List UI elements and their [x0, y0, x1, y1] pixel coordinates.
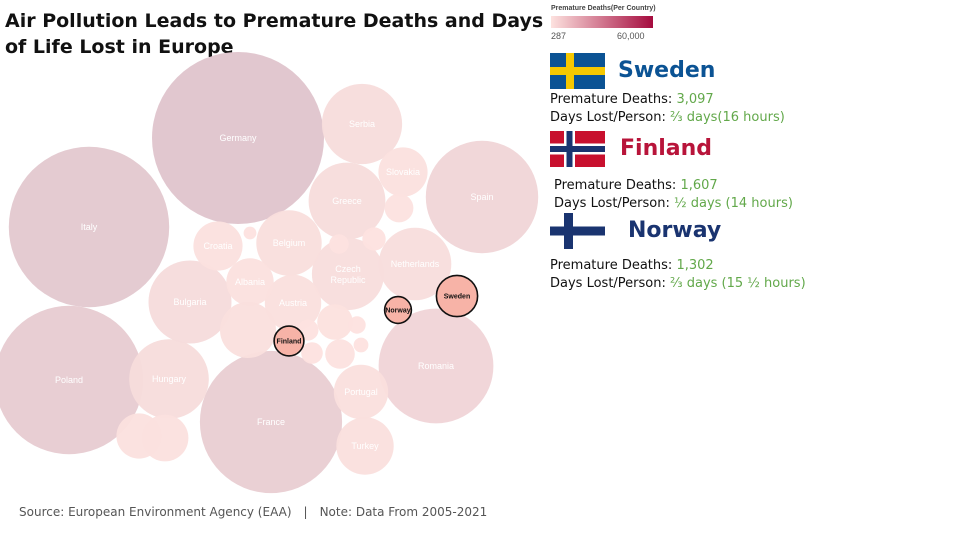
bubble-sweden[interactable]	[435, 274, 479, 318]
country-name-norway: Norway	[628, 218, 722, 243]
stat-deaths-norway: Premature Deaths: 1,302	[550, 258, 714, 273]
bubble-label-finland: Finland	[277, 338, 302, 345]
bubble-unlabeled-22[interactable]	[220, 302, 276, 358]
source-note: Source: European Environment Agency (EAA…	[19, 505, 292, 519]
highlight-panel-norway: Norway Premature Deaths: 1,302 Days Lost…	[550, 213, 950, 293]
highlight-panel-sweden: Sweden Premature Deaths: 3,097 Days Lost…	[550, 53, 950, 127]
bubble-greece[interactable]	[308, 162, 386, 240]
bubble-poland[interactable]	[0, 305, 144, 455]
bubble-label-bulgaria: Bulgaria	[173, 297, 206, 307]
bubble-unlabeled-24[interactable]	[116, 413, 162, 459]
finland-flag	[550, 213, 605, 249]
stat-deaths-sweden: Premature Deaths: 3,097	[550, 92, 714, 107]
bubble-unlabeled-26[interactable]	[325, 339, 355, 369]
bubble-unlabeled-27[interactable]	[384, 193, 414, 223]
stat-days-sweden: Days Lost/Person: ⅔ days(16 hours)	[550, 110, 785, 125]
stat-deaths-finland: Premature Deaths: 1,607	[554, 178, 718, 193]
bubble-spain[interactable]	[425, 140, 539, 254]
bubble-unlabeled-33[interactable]	[353, 337, 369, 353]
bubble-label-serbia: Serbia	[349, 119, 375, 129]
stat-days-finland: Days Lost/Person: ½ days (14 hours)	[554, 196, 793, 211]
bubble-portugal[interactable]	[333, 364, 389, 420]
bubble-label-sweden: Sweden	[444, 293, 470, 300]
legend-gradient-bar	[551, 16, 653, 28]
bubble-label-germany: Germany	[219, 133, 257, 143]
bubble-chart: Germany Italy Poland France Romania Spain Hung…	[0, 52, 539, 494]
bubble-label-greece: Greece	[332, 196, 362, 206]
footer-separator: |	[303, 505, 308, 519]
bubble-unlabeled-32[interactable]	[348, 316, 366, 334]
bubble-finland[interactable]	[273, 325, 305, 357]
bubble-belgium[interactable]	[256, 210, 322, 276]
bubble-hungary[interactable]	[129, 339, 209, 419]
bubble-label-italy: Italy	[81, 222, 98, 232]
legend-min-label: 287	[551, 31, 567, 41]
bubble-label-romania: Romania	[418, 361, 454, 371]
bubble-italy[interactable]	[8, 146, 170, 308]
data-note: Note: Data From 2005-2021	[319, 505, 488, 519]
bubble-label-netherlands: Netherlands	[391, 259, 440, 269]
bubble-unlabeled-28[interactable]	[362, 227, 386, 251]
bubble-label-slovakia: Slovakia	[386, 167, 420, 177]
bubble-albania[interactable]	[226, 258, 274, 306]
chart-title: Air Pollution Leads to Premature Deaths …	[5, 10, 544, 58]
bubble-label-austria: Austria	[279, 298, 307, 308]
bubble-label-belgium: Belgium	[273, 238, 306, 248]
norway-flag	[550, 131, 605, 167]
bubble-label-poland: Poland	[55, 375, 83, 385]
highlight-panel-finland: Finland Premature Deaths: 1,607 Days Los…	[550, 131, 950, 213]
bubble-bulgaria[interactable]	[148, 260, 232, 344]
bubble-label-portugal: Portugal	[344, 387, 378, 397]
legend-max-label: 60,000	[617, 31, 645, 41]
bubble-croatia[interactable]	[193, 221, 243, 271]
bubble-unlabeled-34[interactable]	[243, 226, 257, 240]
bubble-label-albania: Albania	[235, 277, 265, 287]
bubble-unlabeled-31[interactable]	[329, 234, 349, 254]
bubble-norway[interactable]	[383, 295, 413, 325]
bubble-france[interactable]	[199, 350, 343, 494]
stat-days-norway: Days Lost/Person: ⅔ days (15 ½ hours)	[550, 276, 806, 291]
country-name-finland: Finland	[620, 136, 713, 161]
bubble-label-turkey: Turkey	[351, 441, 379, 451]
color-legend: Premature Deaths(Per Country) 287 60,000	[551, 5, 691, 42]
legend-title: Premature Deaths(Per Country)	[551, 5, 656, 12]
bubble-label-czech-republic: Czech Republic	[330, 264, 366, 285]
bubble-germany[interactable]	[152, 52, 324, 224]
bubble-label-croatia: Croatia	[203, 241, 232, 251]
bubble-slovakia[interactable]	[378, 147, 428, 197]
bubble-austria[interactable]	[264, 274, 322, 332]
bubble-turkey[interactable]	[336, 417, 394, 475]
sweden-flag	[550, 53, 605, 89]
bubble-netherlands[interactable]	[378, 227, 452, 301]
bubble-serbia[interactable]	[321, 83, 403, 165]
bubble-label-hungary: Hungary	[152, 374, 187, 384]
country-name-sweden: Sweden	[618, 58, 716, 83]
bubble-label-norway: Norway	[385, 307, 410, 314]
bubble-label-france: France	[257, 417, 285, 427]
bubble-unlabeled-25[interactable]	[317, 304, 353, 340]
bubble-unlabeled-29[interactable]	[301, 342, 323, 364]
bubble-czech-republic[interactable]	[311, 237, 385, 311]
bubble-label-spain: Spain	[470, 192, 493, 202]
bubble-romania[interactable]	[378, 308, 494, 424]
footer: Source: European Environment Agency (EAA…	[19, 505, 487, 519]
